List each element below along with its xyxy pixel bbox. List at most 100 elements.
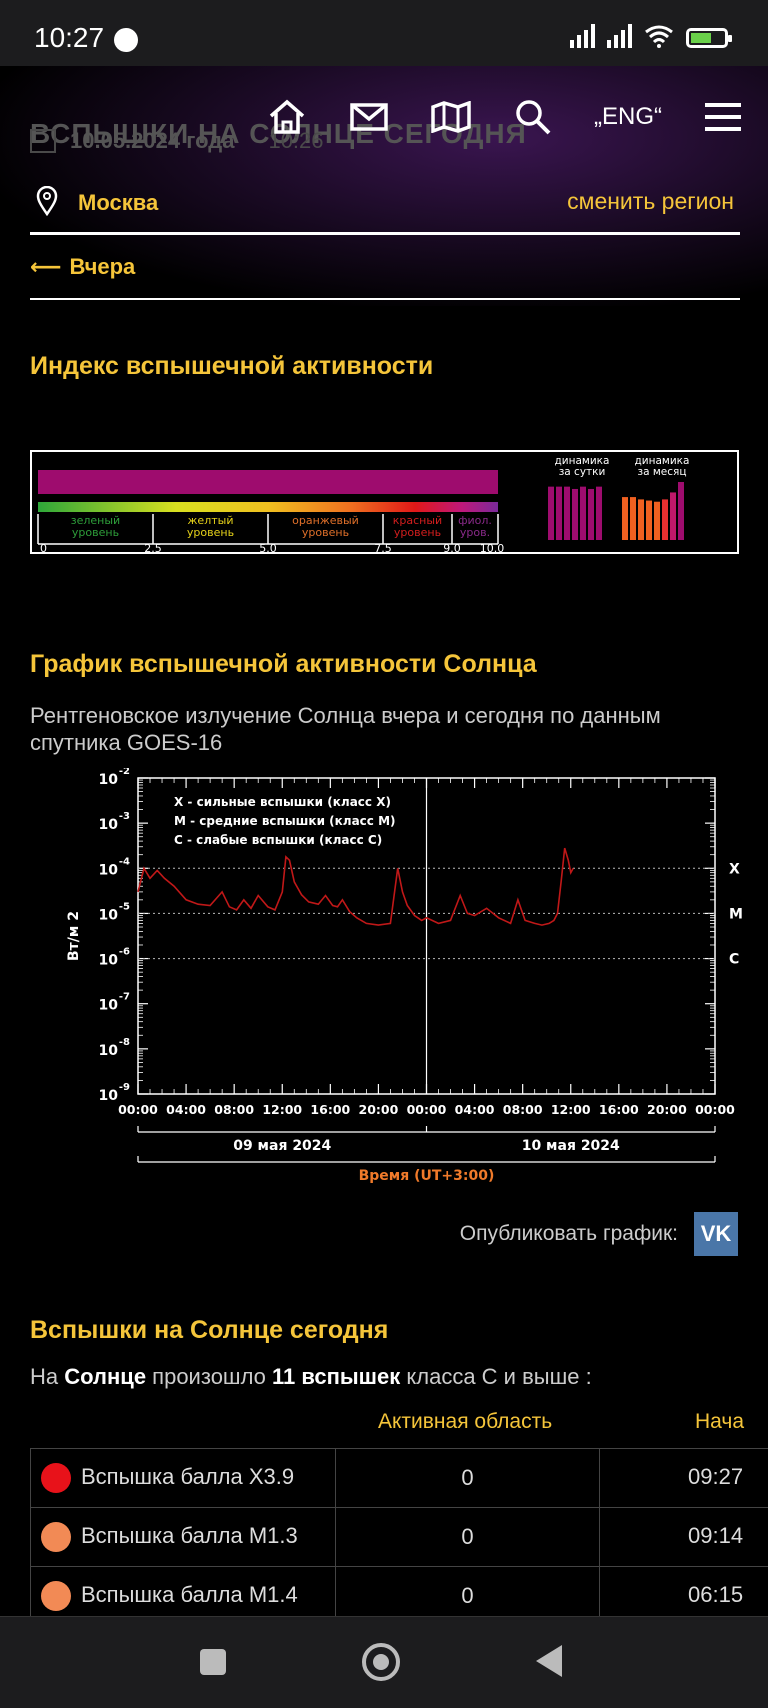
x-axis-label: Время (UT+3:00) (359, 1168, 495, 1184)
y-tick-exponent: -8 (119, 1037, 130, 1048)
publish-row: Опубликовать график: VK (460, 1212, 738, 1256)
flares-table: Вспышка балла X3.9 0 09:27 Вспышка балла… (30, 1448, 768, 1616)
flare-area-cell: 0 (336, 1567, 600, 1616)
summary-count: 11 вспышек (272, 1364, 401, 1389)
home-button-icon[interactable] (362, 1643, 400, 1681)
column-header-start[interactable]: Нача (695, 1410, 745, 1433)
graph-description: Рентгеновское излучение Солнца вчера и с… (30, 703, 661, 755)
x-tick-label: 00:00 (695, 1102, 735, 1117)
status-time: 10:27 (34, 22, 105, 53)
flare-name-cell: Вспышка балла M1.3 (30, 1508, 336, 1566)
y-tick-exponent: -4 (119, 856, 130, 867)
flare-area-cell: 0 (336, 1449, 600, 1507)
y-tick-label: 10 (99, 953, 119, 969)
level-label: уров. (460, 526, 490, 539)
status-bar: 10:27 (0, 0, 768, 66)
flare-area-cell: 0 (336, 1508, 600, 1566)
region-row: Москва сменить регион (30, 180, 740, 235)
y-tick-exponent: -9 (119, 1082, 130, 1093)
mail-icon[interactable] (348, 96, 390, 138)
current-city: Москва (78, 190, 159, 215)
class-threshold-label: X (729, 861, 740, 877)
flares-section-title: Вспышки на Солнце сегодня (30, 1316, 389, 1344)
monthly-bar (670, 492, 676, 540)
y-tick-exponent: -5 (119, 901, 130, 912)
monthly-bar (646, 500, 652, 540)
recent-apps-icon[interactable] (200, 1649, 226, 1675)
vk-logo-icon: VK (700, 1221, 732, 1246)
x-tick-label: 12:00 (262, 1102, 302, 1117)
x-tick-label: 16:00 (310, 1102, 350, 1117)
x-tick-label: 04:00 (455, 1102, 495, 1117)
scale-tick-label: 7.5 (374, 542, 392, 552)
y-tick-exponent: -2 (119, 768, 130, 777)
arrow-left-icon: ⟵ (30, 254, 62, 279)
level-label: уровень (72, 526, 119, 539)
language-switch[interactable]: „ENG“ (594, 103, 662, 130)
table-row[interactable]: Вспышка балла X3.9 0 09:27 (30, 1448, 768, 1507)
date-text: 10.05.2024 года (70, 128, 235, 153)
monthly-bar (638, 499, 644, 540)
flare-index-graphic: 0 2.5 5.0 7.5 9.0 10.0зеленыйуровеньжелтыйуро… (37, 455, 690, 555)
date-label: 09 мая 2024 (233, 1138, 331, 1154)
summary-mid: произошло (146, 1364, 273, 1389)
y-tick-label: 10 (99, 1088, 119, 1104)
column-header-area[interactable]: Активная область (378, 1410, 553, 1433)
daily-bar (564, 486, 570, 540)
y-tick-label: 10 (99, 862, 119, 878)
top-nav: „ENG“ (266, 96, 744, 138)
back-button-icon[interactable] (536, 1645, 562, 1677)
x-tick-label: 00:00 (118, 1102, 158, 1117)
publish-label: Опубликовать график: (459, 1222, 678, 1245)
xray-flux-chart: 10-210-310-410-510-610-710-810-900:00 04:… (66, 768, 743, 1184)
daily-bar (556, 486, 562, 540)
monthly-bar (662, 499, 668, 540)
xray-flux-line (137, 847, 574, 926)
back-row: ⟵ Вчера (30, 232, 740, 300)
flare-class-dot-icon (41, 1522, 71, 1552)
daily-bar (572, 488, 578, 540)
x-tick-label: 08:00 (503, 1102, 543, 1117)
flare-class-dot-icon (41, 1581, 71, 1611)
monthly-dynamics-label: динамика (635, 455, 690, 467)
level-label: красный (393, 514, 442, 527)
level-label: желтый (188, 514, 234, 527)
table-row[interactable]: Вспышка балла M1.4 0 06:15 (30, 1566, 768, 1616)
index-value-bar (38, 470, 498, 494)
scale-tick-label: 10.0 (480, 542, 505, 552)
y-tick-label: 10 (99, 1043, 119, 1059)
flares-summary: На Солнце произошло 11 вспышек класса С … (30, 1364, 592, 1390)
daily-bar (596, 486, 602, 540)
y-tick-label: 10 (99, 907, 119, 923)
y-tick-label: 10 (99, 817, 119, 833)
home-icon[interactable] (266, 96, 308, 138)
daily-dynamics-label: за сутки (559, 466, 606, 478)
yesterday-link[interactable]: ⟵ Вчера (30, 254, 136, 279)
scale-tick-label: 2.5 (144, 542, 162, 552)
monthly-bar (678, 482, 684, 540)
status-icons (570, 24, 732, 48)
level-label: уровень (302, 526, 349, 539)
change-region-link[interactable]: сменить регион (567, 188, 734, 214)
flare-name: Вспышка балла M1.3 (81, 1523, 298, 1548)
table-row[interactable]: Вспышка балла M1.3 0 09:14 (30, 1507, 768, 1566)
flare-class-dot-icon (41, 1463, 71, 1493)
level-label: уровень (187, 526, 234, 539)
legend-entry: X - сильные вспышки (класс X) (174, 795, 391, 809)
hamburger-menu-icon[interactable] (702, 96, 744, 138)
daily-bar (588, 488, 594, 540)
scale-tick-label: 9.0 (443, 542, 461, 552)
vk-share-button[interactable]: VK (694, 1212, 738, 1256)
battery-icon (686, 28, 732, 48)
notification-dot-icon (114, 28, 138, 52)
class-threshold-label: C (729, 952, 739, 968)
monthly-bar (630, 497, 636, 540)
signal-icon (570, 24, 595, 48)
y-tick-label: 10 (99, 772, 119, 788)
flare-name: Вспышка балла X3.9 (81, 1464, 295, 1489)
map-icon[interactable] (430, 96, 472, 138)
flare-start-cell: 09:27 (688, 1464, 744, 1489)
search-icon[interactable] (512, 96, 554, 138)
flare-start-cell: 09:14 (688, 1523, 744, 1548)
scale-tick-label: 5.0 (259, 542, 277, 552)
